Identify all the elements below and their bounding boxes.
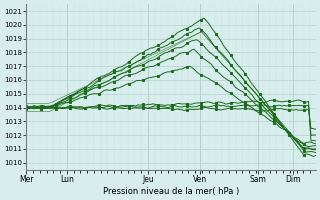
X-axis label: Pression niveau de la mer( hPa ): Pression niveau de la mer( hPa ) [103, 187, 239, 196]
